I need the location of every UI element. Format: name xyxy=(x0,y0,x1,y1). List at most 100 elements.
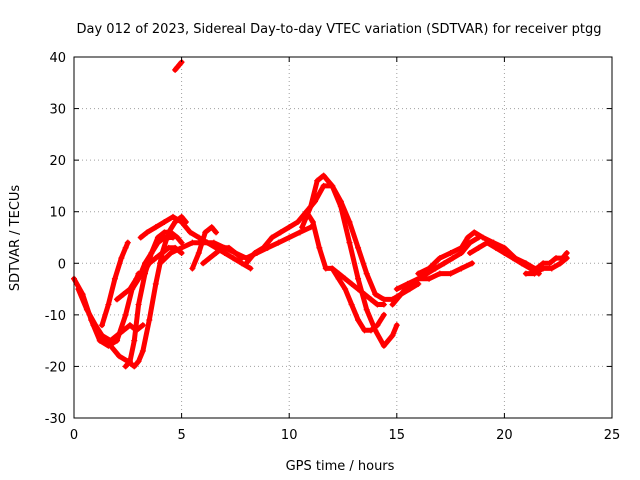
data-point xyxy=(546,260,553,267)
data-point xyxy=(120,291,127,298)
data-point xyxy=(447,270,454,277)
data-point xyxy=(314,177,321,184)
data-point xyxy=(475,244,482,251)
data-point xyxy=(346,239,353,246)
data-point xyxy=(114,296,121,303)
data-point xyxy=(129,286,136,293)
y-tick-label: 40 xyxy=(49,51,66,66)
data-point xyxy=(98,332,105,339)
data-point xyxy=(189,239,196,246)
data-point xyxy=(167,249,174,256)
data-point xyxy=(389,301,396,308)
data-point xyxy=(415,280,422,287)
data-point xyxy=(116,353,123,360)
grid-layer xyxy=(74,57,612,418)
data-point xyxy=(210,239,217,246)
data-point xyxy=(206,255,213,262)
y-axis-label: SDTVAR / TECUs xyxy=(8,185,23,292)
y-tick-label: -20 xyxy=(45,360,66,375)
data-point xyxy=(389,332,396,339)
data-point xyxy=(398,291,405,298)
data-point xyxy=(501,249,508,256)
data-point xyxy=(367,327,374,334)
data-point xyxy=(98,322,105,329)
data-point xyxy=(225,244,232,251)
data-point xyxy=(329,182,336,189)
data-point xyxy=(563,249,570,256)
data-point xyxy=(415,270,422,277)
axis-layer: 0 5 10 15 20 25 -30 -20 -10 0 10 20 30 40 xyxy=(45,51,621,443)
series-trace-arc-12 xyxy=(243,183,400,349)
data-point xyxy=(142,260,149,267)
data-point xyxy=(161,229,168,236)
data-point xyxy=(148,249,155,256)
data-point xyxy=(221,249,228,256)
data-point xyxy=(167,229,174,236)
data-point xyxy=(139,322,146,329)
data-point xyxy=(522,270,529,277)
data-point xyxy=(348,280,355,287)
data-point xyxy=(355,244,362,251)
data-point xyxy=(548,265,555,272)
data-point xyxy=(213,249,220,256)
data-point xyxy=(260,244,267,251)
data-point xyxy=(447,249,454,256)
data-point xyxy=(527,265,534,272)
plot-frame xyxy=(73,56,613,419)
data-point xyxy=(355,317,362,324)
data-point xyxy=(152,255,159,262)
data-point xyxy=(510,255,517,262)
data-point xyxy=(303,208,310,215)
data-point xyxy=(111,275,118,282)
data-point xyxy=(432,265,439,272)
data-point xyxy=(195,249,202,256)
data-point xyxy=(466,239,473,246)
data-point xyxy=(436,270,443,277)
data-point xyxy=(363,306,370,313)
data-point xyxy=(135,301,142,308)
data-point xyxy=(161,219,168,226)
data-point xyxy=(178,239,185,246)
data-point xyxy=(286,234,293,241)
data-point xyxy=(372,291,379,298)
data-point xyxy=(415,275,422,282)
x-tick-label: 20 xyxy=(496,428,513,443)
data-point xyxy=(202,229,209,236)
data-point xyxy=(531,270,538,277)
data-point xyxy=(449,255,456,262)
data-point xyxy=(361,291,368,298)
data-point xyxy=(361,327,368,334)
data-point xyxy=(118,255,125,262)
data-point xyxy=(469,260,476,267)
series-trace-arc-17 xyxy=(394,260,475,292)
data-point xyxy=(501,244,508,251)
data-point xyxy=(492,244,499,251)
x-tick-label: 25 xyxy=(604,428,621,443)
series-trace-arc-2 xyxy=(75,286,146,344)
data-point xyxy=(553,255,560,262)
data-point xyxy=(342,275,349,282)
data-point xyxy=(208,224,215,231)
data-point xyxy=(178,219,185,226)
data-point xyxy=(294,219,301,226)
data-point xyxy=(458,244,465,251)
data-point xyxy=(436,255,443,262)
data-point xyxy=(195,234,202,241)
data-point xyxy=(479,234,486,241)
data-point xyxy=(169,234,176,241)
data-point xyxy=(251,249,258,256)
data-point xyxy=(178,244,185,251)
data-point xyxy=(83,306,90,313)
data-point xyxy=(122,311,129,318)
data-point xyxy=(152,224,159,231)
data-point xyxy=(135,275,142,282)
data-point xyxy=(154,239,161,246)
data-point xyxy=(322,265,329,272)
data-point xyxy=(243,260,250,267)
data-point xyxy=(90,322,97,329)
data-point xyxy=(200,260,207,267)
data-point xyxy=(75,286,82,293)
data-point xyxy=(380,296,387,303)
data-point xyxy=(120,327,127,334)
data-point xyxy=(105,301,112,308)
